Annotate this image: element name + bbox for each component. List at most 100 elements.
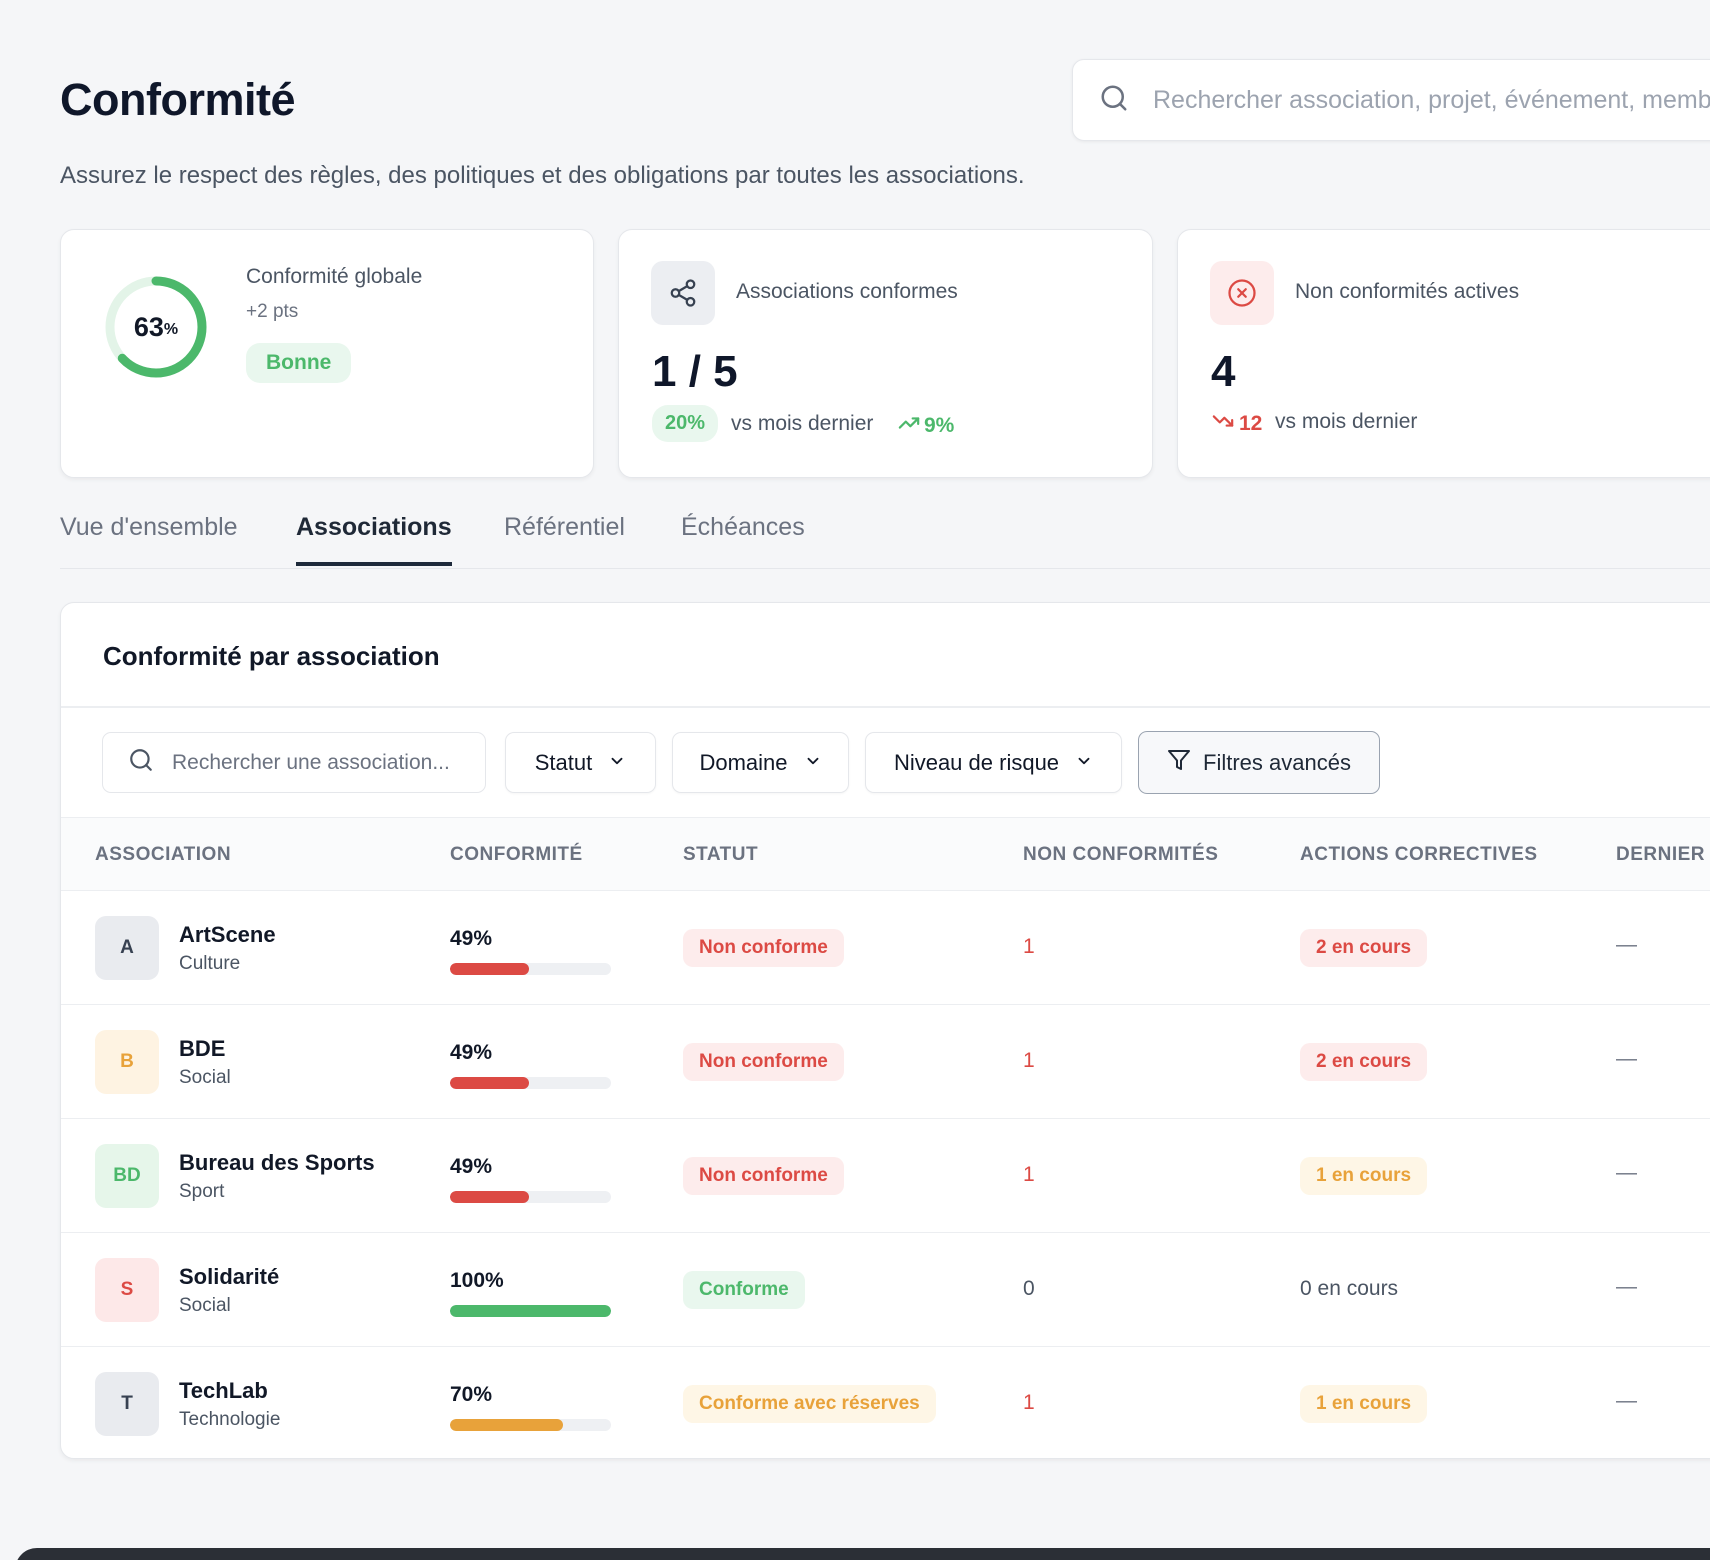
- compliance-bar: [450, 1419, 611, 1431]
- kpi-card-compliant: Associations conformes 1 / 5 20% vs mois…: [618, 229, 1153, 478]
- kpi-card-global: 63% Conformité globale +2 pts Bonne: [60, 229, 594, 478]
- chevron-down-icon: [1075, 750, 1093, 776]
- table-header: ASSOCIATION CONFORMITÉ STATUT NON CONFOR…: [61, 817, 1710, 891]
- avatar: B: [95, 1030, 159, 1094]
- column-header-status[interactable]: STATUT: [683, 844, 759, 865]
- table-row[interactable]: BD Bureau des Sports Sport 49% Non confo…: [61, 1119, 1710, 1233]
- compliance-donut: [105, 276, 207, 378]
- last-value: —: [1616, 1047, 1637, 1070]
- avatar: A: [95, 916, 159, 980]
- association-name[interactable]: TechLab: [179, 1378, 268, 1403]
- kpi-compliant-label: Associations conformes: [736, 280, 958, 303]
- share-icon: [651, 261, 715, 325]
- non-compliance-count: 1: [1023, 1163, 1035, 1186]
- trend-up-icon: [897, 412, 921, 440]
- last-value: —: [1616, 933, 1637, 956]
- association-domain: Social: [179, 1067, 231, 1088]
- compliance-bar: [450, 1077, 611, 1089]
- column-header-corrective-actions[interactable]: ACTIONS CORRECTIVES: [1300, 844, 1538, 865]
- column-header-association[interactable]: ASSOCIATION: [95, 844, 232, 865]
- column-header-compliance[interactable]: CONFORMITÉ: [450, 844, 583, 865]
- risk-filter-dropdown[interactable]: Niveau de risque: [865, 732, 1122, 793]
- advanced-filters-button[interactable]: Filtres avancés: [1138, 731, 1380, 794]
- corrective-actions-badge: 1 en cours: [1300, 1157, 1428, 1195]
- compliance-bar: [450, 1191, 611, 1203]
- kpi-compliant-value: 1 / 5: [652, 347, 738, 396]
- tab-echeances[interactable]: Échéances: [681, 513, 805, 541]
- tab-overview[interactable]: Vue d'ensemble: [60, 513, 238, 541]
- status-badge: Non conforme: [683, 1043, 844, 1081]
- compliance-bar-fill: [450, 1305, 611, 1317]
- donut-value: 63%: [101, 272, 211, 382]
- compliance-percent: 49%: [450, 927, 493, 950]
- non-compliance-count: 1: [1023, 1049, 1035, 1072]
- table-row[interactable]: T TechLab Technologie 70% Conforme avec …: [61, 1347, 1710, 1458]
- association-name[interactable]: Bureau des Sports: [179, 1150, 375, 1175]
- column-header-non-compliances[interactable]: NON CONFORMITÉS: [1023, 844, 1219, 865]
- x-circle-icon: [1210, 261, 1274, 325]
- kpi-global-delta: +2 pts: [246, 301, 299, 322]
- donut-number: 63: [133, 311, 164, 342]
- tab-referentiel[interactable]: Référentiel: [504, 513, 625, 541]
- association-domain: Sport: [179, 1181, 225, 1202]
- status-filter-dropdown[interactable]: Statut: [505, 732, 656, 793]
- search-icon: [128, 747, 154, 778]
- table-row[interactable]: A ArtScene Culture 49% Non conforme 1 2 …: [61, 891, 1710, 1005]
- compliance-bar-fill: [450, 1191, 529, 1203]
- domain-filter-label: Domaine: [699, 749, 788, 775]
- non-compliance-count: 1: [1023, 935, 1035, 958]
- donut-unit: %: [163, 321, 179, 338]
- page-subtitle: Assurez le respect des règles, des polit…: [60, 162, 1025, 189]
- avatar: T: [95, 1372, 159, 1436]
- associations-panel: Conformité par association Rechercher un…: [60, 602, 1710, 1459]
- table-row[interactable]: B BDE Social 49% Non conforme 1 2 en cou…: [61, 1005, 1710, 1119]
- association-domain: Social: [179, 1295, 231, 1316]
- risk-filter-label: Niveau de risque: [893, 749, 1060, 775]
- kpi-nc-vs: vs mois dernier: [1275, 410, 1418, 433]
- compliance-bar-fill: [450, 1077, 529, 1089]
- panel-divider: [61, 706, 1710, 708]
- chevron-down-icon: [804, 750, 822, 776]
- advanced-filters-label: Filtres avancés: [1203, 749, 1351, 775]
- filter-icon: [1167, 748, 1191, 778]
- corrective-actions-badge: 2 en cours: [1300, 1043, 1428, 1081]
- last-value: —: [1616, 1161, 1637, 1184]
- avatar: BD: [95, 1144, 159, 1208]
- association-search-placeholder: Rechercher une association...: [172, 750, 450, 774]
- association-name[interactable]: BDE: [179, 1036, 226, 1061]
- association-domain: Technologie: [179, 1409, 281, 1430]
- non-compliance-count: 0: [1023, 1277, 1035, 1300]
- kpi-compliant-trend: 9%: [897, 412, 954, 440]
- tab-associations[interactable]: Associations: [296, 513, 452, 566]
- corrective-actions-text: 0 en cours: [1300, 1277, 1399, 1300]
- compliance-percent: 100%: [450, 1269, 504, 1292]
- domain-filter-dropdown[interactable]: Domaine: [672, 732, 849, 793]
- corrective-actions-badge: 1 en cours: [1300, 1385, 1428, 1423]
- status-badge: Conforme: [683, 1271, 805, 1309]
- compliance-percent: 49%: [450, 1041, 493, 1064]
- column-header-last[interactable]: DERNIER: [1616, 844, 1706, 865]
- association-name[interactable]: Solidarité: [179, 1264, 280, 1289]
- kpi-compliant-trend-value: 9%: [924, 414, 955, 437]
- bottom-bar: [15, 1548, 1710, 1560]
- global-search-input[interactable]: Rechercher association, projet, événemen…: [1072, 59, 1710, 141]
- kpi-nc-trend: 12: [1211, 410, 1262, 438]
- kpi-compliant-vs: vs mois dernier: [731, 412, 874, 435]
- table-row[interactable]: S Solidarité Social 100% Conforme 0 0 en…: [61, 1233, 1710, 1347]
- chevron-down-icon: [608, 750, 626, 776]
- compliance-percent: 70%: [450, 1383, 493, 1406]
- avatar: S: [95, 1258, 159, 1322]
- kpi-card-active-nc: Non conformités actives 4 12 vs mois der…: [1177, 229, 1710, 478]
- kpi-global-title: Conformité globale: [246, 265, 423, 288]
- compliance-bar-fill: [450, 963, 529, 975]
- compliance-percent: 49%: [450, 1155, 493, 1178]
- kpi-nc-value: 4: [1211, 347, 1236, 396]
- kpi-nc-trend-value: 12: [1239, 412, 1263, 435]
- status-badge: Non conforme: [683, 1157, 844, 1195]
- last-value: —: [1616, 1275, 1637, 1298]
- page-title: Conformité: [60, 74, 296, 125]
- association-search-input[interactable]: Rechercher une association...: [102, 732, 486, 793]
- global-search-placeholder: Rechercher association, projet, événemen…: [1153, 85, 1710, 114]
- non-compliance-count: 1: [1023, 1391, 1035, 1414]
- association-name[interactable]: ArtScene: [179, 922, 276, 947]
